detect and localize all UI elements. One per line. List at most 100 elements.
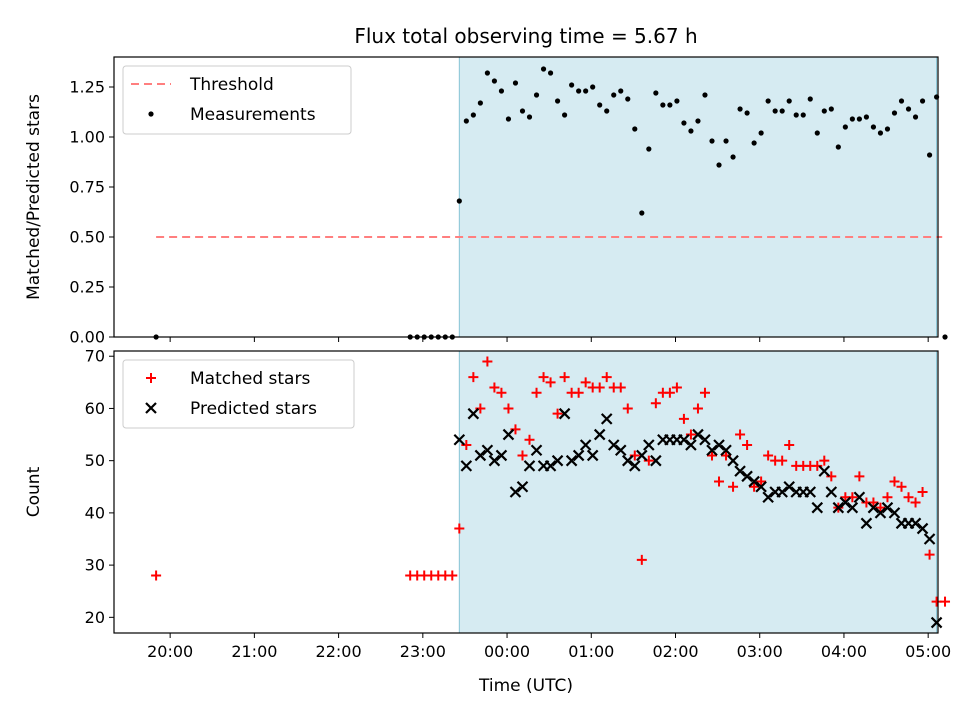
data-point bbox=[699, 387, 710, 398]
data-point bbox=[688, 128, 694, 134]
data-point bbox=[621, 454, 634, 467]
y-tick-label: 1.00 bbox=[69, 128, 105, 147]
data-point bbox=[531, 387, 542, 398]
data-point bbox=[447, 570, 458, 581]
data-point bbox=[777, 455, 788, 466]
data-point bbox=[559, 372, 570, 383]
data-point bbox=[590, 84, 596, 90]
data-point bbox=[784, 440, 795, 450]
observing-span bbox=[458, 56, 938, 338]
data-point bbox=[814, 130, 820, 136]
data-point bbox=[632, 126, 638, 132]
data-point bbox=[517, 450, 528, 461]
data-point bbox=[456, 198, 462, 204]
data-point bbox=[762, 491, 774, 503]
legend-item: Predicted stars bbox=[145, 399, 317, 419]
data-point bbox=[512, 80, 519, 86]
y-tick-label: 0.75 bbox=[69, 178, 105, 197]
x-tick-label: 22:00 bbox=[316, 642, 362, 661]
data-point bbox=[583, 88, 589, 94]
data-point bbox=[877, 130, 884, 136]
legend-marker bbox=[146, 373, 156, 383]
data-point bbox=[804, 486, 817, 498]
data-point bbox=[713, 439, 725, 451]
data-point bbox=[942, 334, 948, 340]
data-point bbox=[498, 88, 505, 94]
observing-span bbox=[458, 350, 938, 634]
data-point bbox=[842, 124, 848, 130]
data-point bbox=[523, 460, 536, 472]
data-point bbox=[600, 413, 613, 425]
data-point bbox=[776, 486, 788, 498]
data-point bbox=[924, 549, 935, 560]
data-point bbox=[723, 138, 729, 144]
axes-frame bbox=[113, 56, 939, 338]
data-point bbox=[540, 66, 547, 72]
legend-item: Matched stars bbox=[146, 369, 310, 389]
data-point bbox=[748, 475, 760, 488]
data-point bbox=[524, 434, 535, 445]
y-tick-label: 50 bbox=[85, 451, 105, 470]
data-point bbox=[702, 92, 708, 98]
data-point bbox=[856, 116, 862, 122]
data-point bbox=[818, 465, 831, 477]
data-point bbox=[919, 98, 926, 104]
data-point bbox=[496, 387, 507, 398]
data-point bbox=[502, 428, 515, 441]
series-matched-stars bbox=[151, 356, 951, 607]
y-tick-label: 0.50 bbox=[69, 228, 105, 247]
data-point bbox=[674, 98, 680, 104]
data-point bbox=[786, 98, 792, 104]
data-point bbox=[530, 444, 543, 456]
data-point bbox=[868, 497, 879, 508]
data-point bbox=[491, 78, 498, 84]
data-point bbox=[756, 476, 767, 487]
data-point bbox=[909, 517, 922, 530]
data-point bbox=[516, 481, 529, 493]
data-point bbox=[828, 106, 834, 112]
data-point bbox=[758, 130, 764, 136]
data-point bbox=[562, 112, 568, 118]
x-tick-label: 05:00 bbox=[905, 642, 951, 661]
data-point bbox=[569, 82, 575, 88]
data-point bbox=[779, 108, 785, 114]
data-point bbox=[819, 455, 830, 466]
data-point bbox=[699, 434, 711, 446]
data-point bbox=[667, 102, 673, 108]
data-point bbox=[882, 492, 893, 503]
data-point bbox=[755, 481, 767, 493]
data-point bbox=[742, 440, 753, 450]
data-point bbox=[898, 98, 905, 104]
data-point bbox=[597, 102, 603, 108]
data-point bbox=[940, 596, 951, 607]
data-point bbox=[643, 439, 655, 451]
data-point bbox=[467, 407, 480, 420]
legend-marker bbox=[145, 402, 157, 414]
legend-label: Predicted stars bbox=[190, 399, 317, 419]
data-point bbox=[849, 116, 855, 122]
y-tick-label: 0.00 bbox=[69, 328, 105, 347]
data-point bbox=[821, 108, 827, 114]
data-point bbox=[509, 486, 522, 498]
data-point bbox=[692, 428, 704, 441]
top-panel: 0.00 0.25 0.50 0.75 1.00 1.25 Matched/Predicte… bbox=[24, 24, 948, 347]
data-point bbox=[579, 439, 592, 451]
series-measurements bbox=[153, 66, 948, 340]
data-point bbox=[664, 387, 675, 398]
data-point bbox=[572, 449, 585, 462]
data-point bbox=[593, 428, 606, 441]
y-tick-label: 60 bbox=[85, 399, 105, 418]
data-point bbox=[903, 492, 914, 503]
data-point bbox=[912, 114, 919, 120]
data-point bbox=[716, 162, 722, 168]
data-point bbox=[931, 596, 942, 607]
data-point bbox=[888, 507, 901, 519]
legend-box bbox=[122, 65, 352, 135]
data-point bbox=[611, 92, 617, 98]
data-point bbox=[453, 434, 466, 446]
data-point bbox=[678, 413, 689, 424]
x-tick-label: 03:00 bbox=[737, 642, 783, 661]
data-point bbox=[811, 501, 824, 514]
data-point bbox=[460, 460, 473, 472]
data-point bbox=[538, 372, 549, 383]
